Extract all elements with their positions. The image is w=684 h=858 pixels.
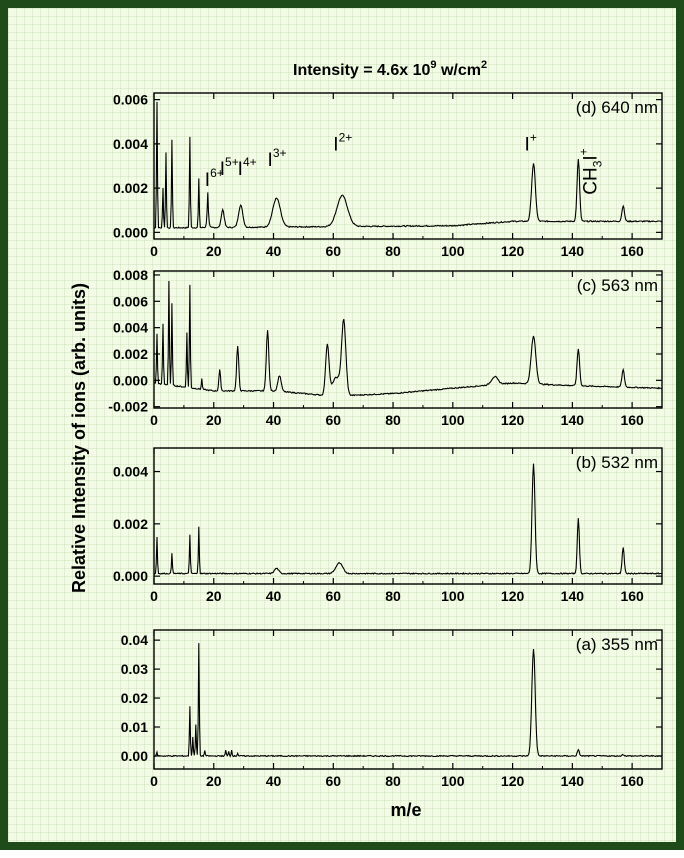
x-tick-label: 40 xyxy=(266,243,282,259)
x-tick-label: 80 xyxy=(385,773,401,789)
x-tick-label: 160 xyxy=(620,243,644,259)
x-tick-label: 140 xyxy=(561,243,585,259)
x-tick-label: 80 xyxy=(385,243,401,259)
ch3i-peak-label: CH3I+ xyxy=(576,148,604,194)
x-tick-label: 160 xyxy=(620,773,644,789)
x-tick-label: 120 xyxy=(501,588,525,604)
x-tick-label: 0 xyxy=(150,773,158,789)
y-tick-label: 0.004 xyxy=(113,464,148,480)
panel-4: 0 20 40 60 80 100 120 140 160 0.00 0.01 0.02 0.03 0.0… xyxy=(121,629,663,789)
y-tick-label: 0.03 xyxy=(121,661,148,677)
x-tick-label: 100 xyxy=(441,588,465,604)
x-tick-label: 80 xyxy=(385,412,401,428)
plot-frame xyxy=(153,92,663,240)
panel-label: (b) 532 nm xyxy=(576,453,658,472)
ion-peak-label: I6+ xyxy=(205,166,224,191)
panel-1: 0 20 40 60 80 100 120 140 160 0.000 0.002 0.004 0.00… xyxy=(113,92,663,259)
x-tick-label: 40 xyxy=(266,412,282,428)
plot-panels: 0 20 40 60 80 100 120 140 1600.0000.0020.0040.00… xyxy=(108,92,663,789)
x-tick-label: 60 xyxy=(326,773,342,789)
x-tick-label: 20 xyxy=(206,588,222,604)
x-tick-label: 40 xyxy=(266,588,282,604)
x-tick-label: 100 xyxy=(441,412,465,428)
y-tick-label: 0.00 xyxy=(121,748,148,764)
y-tick-label: 0.000 xyxy=(113,568,148,584)
y-tick-label: 0.004 xyxy=(113,320,148,336)
plot-frame xyxy=(153,629,663,770)
y-tick-label: -0.002 xyxy=(108,399,148,415)
x-tick-label: 0 xyxy=(150,243,158,259)
y-tick-label: 0.002 xyxy=(113,180,148,196)
y-tick-label: 0.01 xyxy=(121,719,148,735)
plot-frame xyxy=(153,447,663,585)
panel-label: (a) 355 nm xyxy=(576,635,658,654)
panel-2: 0 20 40 60 80 100 120 140 160 -0.002 0.000 0.002 0.0… xyxy=(108,267,663,428)
panel-3: 0 20 40 60 80 100 120 140 160 0.000 0.002 0.004 (b) … xyxy=(113,447,663,604)
x-tick-label: 120 xyxy=(501,243,525,259)
spectrum-line xyxy=(153,101,663,229)
spectrum-line xyxy=(153,463,663,576)
x-tick-label: 140 xyxy=(561,588,585,604)
x-tick-label: 20 xyxy=(206,773,222,789)
ion-peak-label: I+ xyxy=(525,131,537,156)
x-tick-label: 100 xyxy=(441,243,465,259)
x-tick-label: 0 xyxy=(150,412,158,428)
x-tick-label: 120 xyxy=(501,412,525,428)
panel-label: (d) 640 nm xyxy=(576,98,658,117)
x-tick-label: 40 xyxy=(266,773,282,789)
y-tick-label: 0.004 xyxy=(113,136,148,152)
x-axis-title: m/e xyxy=(390,800,421,820)
x-tick-label: 140 xyxy=(561,773,585,789)
ion-peak-label: I3+ xyxy=(268,146,287,171)
y-tick-label: 0.000 xyxy=(113,372,148,388)
x-tick-label: 60 xyxy=(326,588,342,604)
x-tick-label: 60 xyxy=(326,243,342,259)
x-tick-label: 120 xyxy=(501,773,525,789)
chart-title: Intensity = 4.6x 109 w/cm2 xyxy=(293,59,487,79)
ion-peak-label: I5+ xyxy=(220,155,239,180)
y-tick-label: 0.006 xyxy=(113,293,148,309)
y-axis-title: Relative Intensity of ions (arb. units) xyxy=(69,283,89,593)
spectrum-line xyxy=(153,643,663,758)
y-tick-label: 0.002 xyxy=(113,516,148,532)
x-tick-label: 100 xyxy=(441,773,465,789)
panel-label: (c) 563 nm xyxy=(577,276,658,295)
ion-peak-label: I2+ xyxy=(333,131,352,156)
y-tick-label: 0.008 xyxy=(113,267,148,283)
x-tick-label: 0 xyxy=(150,588,158,604)
ion-peak-label: I4+ xyxy=(238,155,257,180)
x-tick-label: 60 xyxy=(326,412,342,428)
x-tick-label: 80 xyxy=(385,588,401,604)
y-tick-label: 0.02 xyxy=(121,690,148,706)
spectra-chart: 0 20 40 60 80 100 120 140 1600.0000.0020.0040.00… xyxy=(69,59,663,820)
y-tick-label: 0.006 xyxy=(113,92,148,108)
y-tick-label: 0.04 xyxy=(121,632,148,648)
y-tick-label: 0.002 xyxy=(113,346,148,362)
x-tick-label: 140 xyxy=(561,412,585,428)
spectrum-line xyxy=(153,280,662,397)
x-tick-label: 20 xyxy=(206,243,222,259)
y-tick-label: 0.000 xyxy=(113,224,148,240)
x-tick-label: 160 xyxy=(620,588,644,604)
x-tick-label: 160 xyxy=(620,412,644,428)
x-tick-label: 20 xyxy=(206,412,222,428)
plot-frame xyxy=(153,270,663,409)
